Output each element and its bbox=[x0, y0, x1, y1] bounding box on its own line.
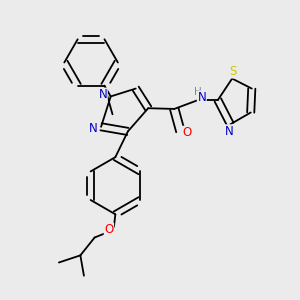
Text: S: S bbox=[229, 65, 236, 78]
Text: N: N bbox=[197, 91, 206, 104]
Text: H: H bbox=[194, 87, 202, 97]
Text: O: O bbox=[182, 126, 191, 140]
Text: N: N bbox=[89, 122, 98, 135]
Text: N: N bbox=[225, 125, 234, 138]
Text: N: N bbox=[98, 88, 107, 101]
Text: O: O bbox=[104, 223, 114, 236]
